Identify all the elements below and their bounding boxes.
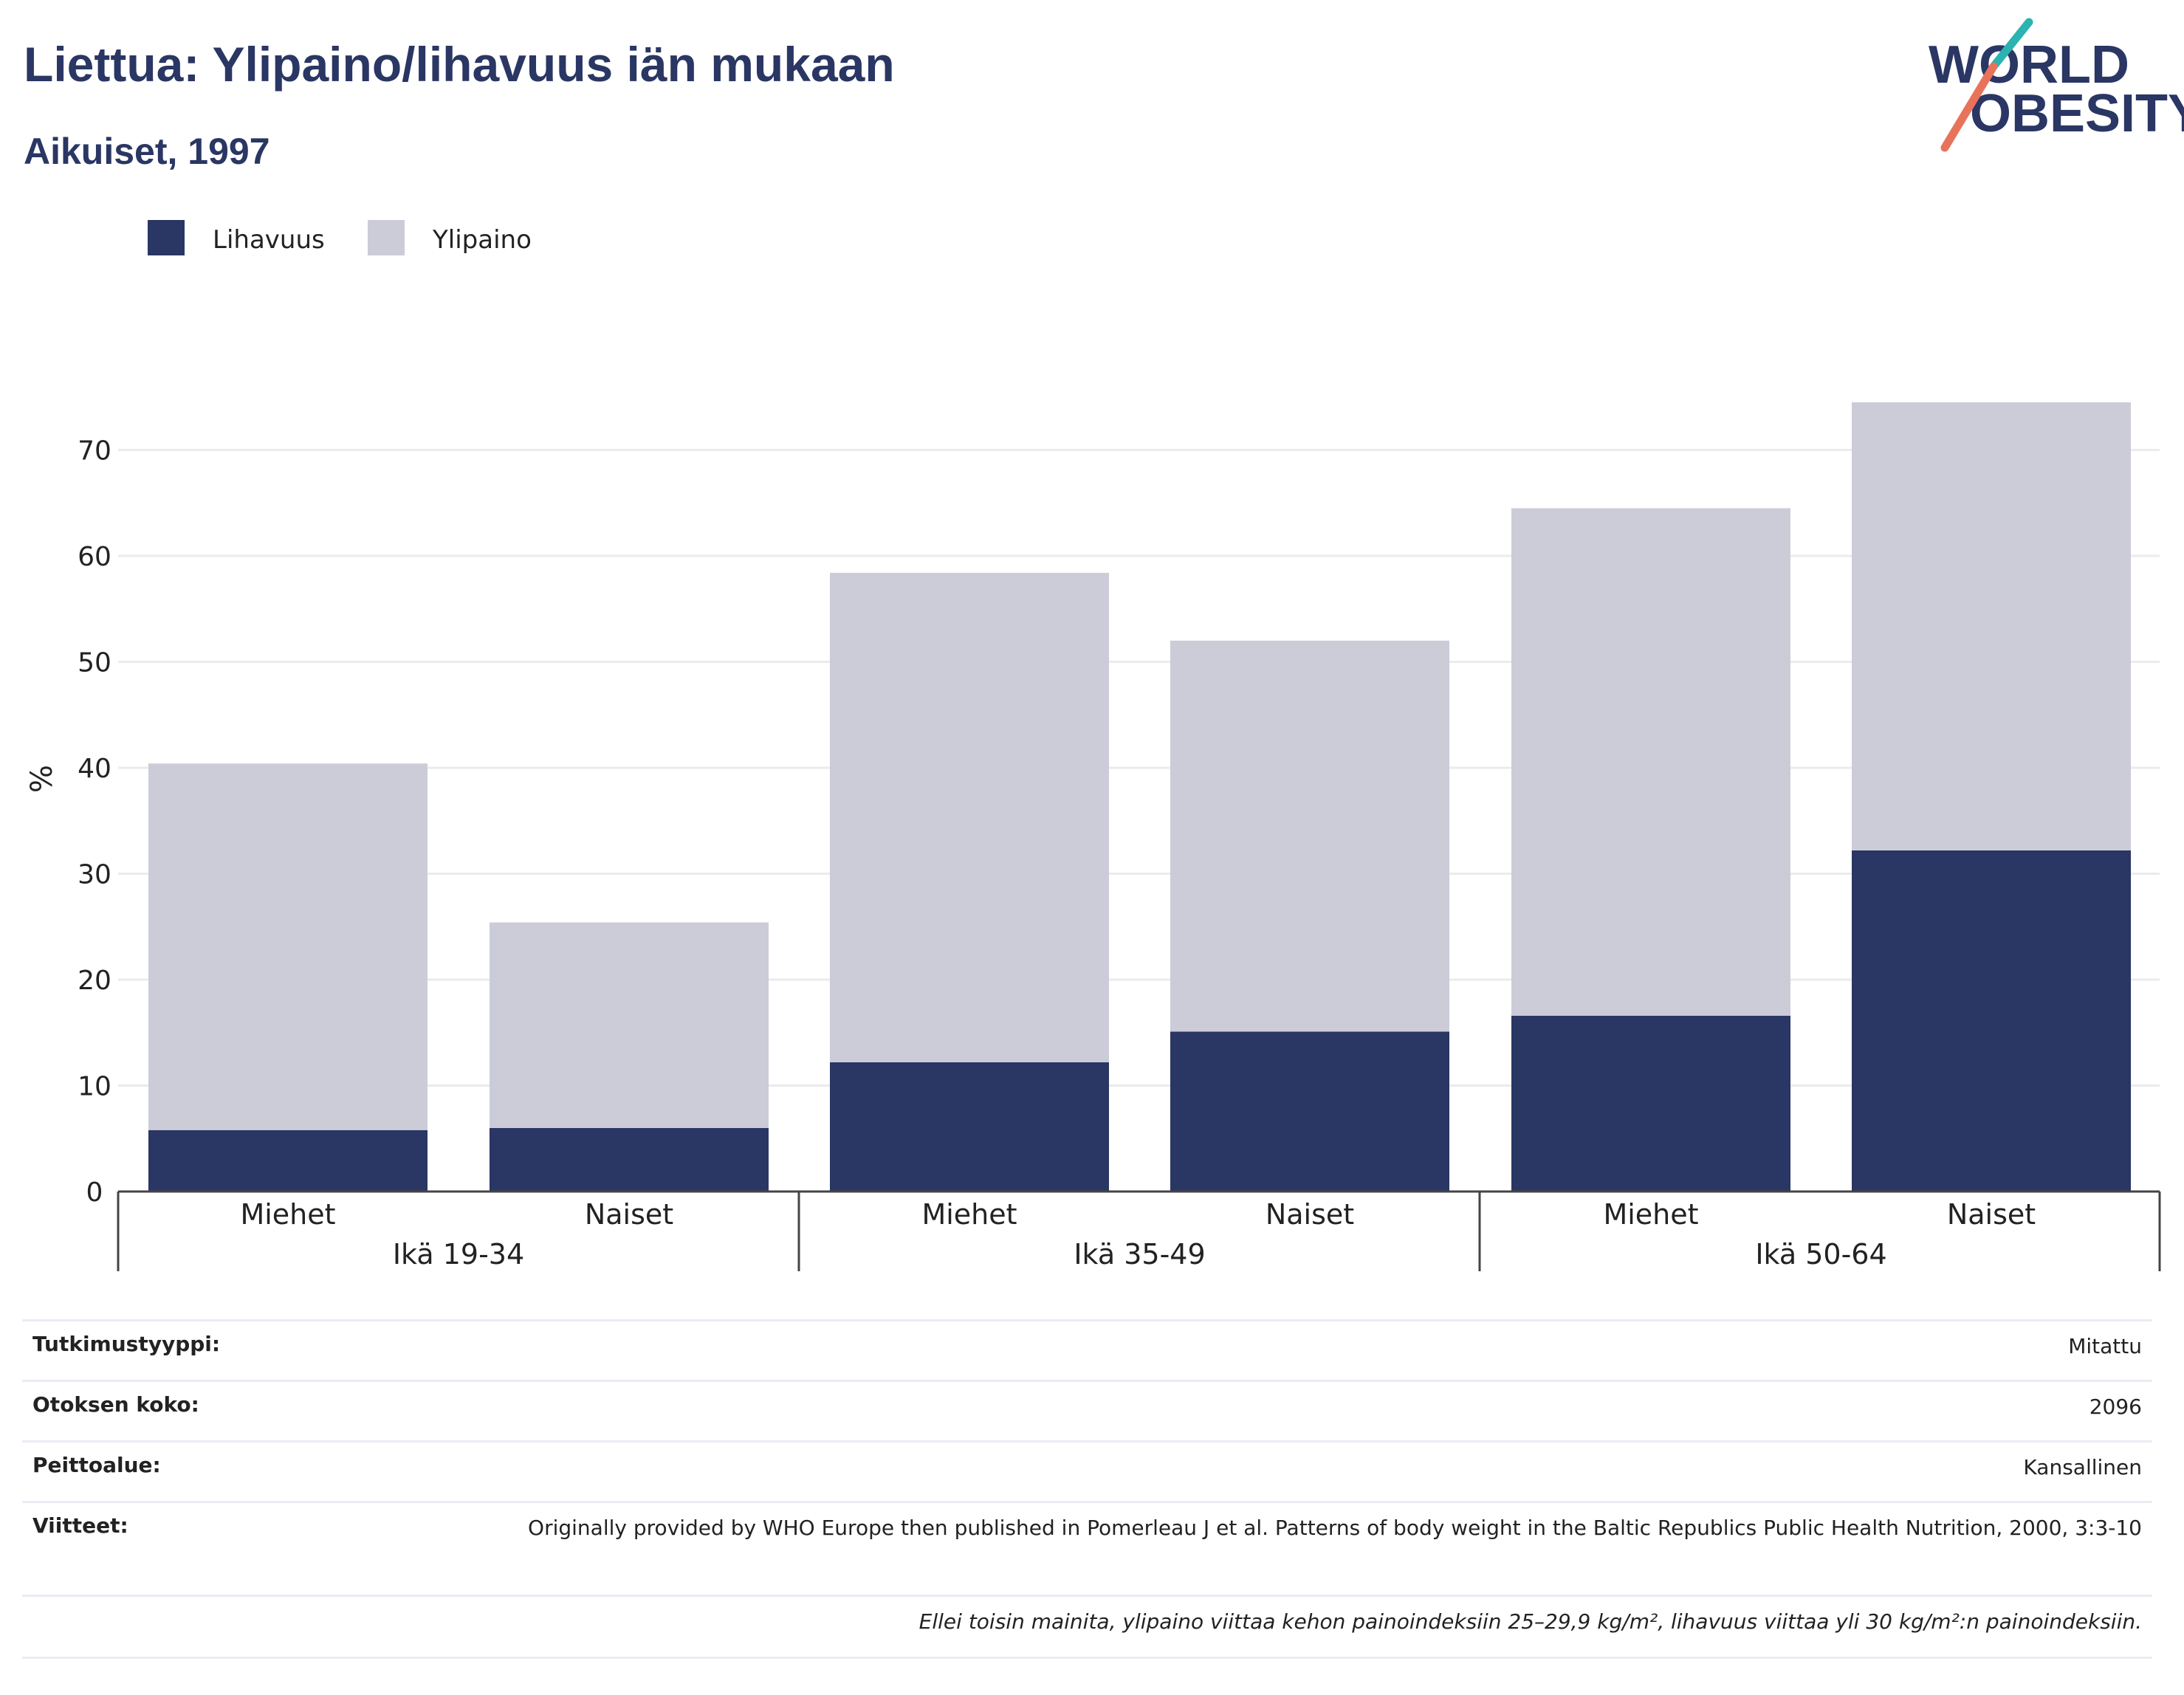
- group-label: Ikä 19-34: [393, 1238, 524, 1271]
- legend: Lihavuus Ylipaino: [148, 220, 532, 255]
- group-label: Ikä 50-64: [1755, 1238, 1886, 1271]
- chart: Liettua: Ylipaino/lihavuus iän mukaan Ai…: [24, 18, 2184, 1271]
- bar-obesity: [1170, 1031, 1449, 1192]
- x-tick-label: Miehet: [240, 1198, 335, 1231]
- group-label: Ikä 35-49: [1074, 1238, 1205, 1271]
- coverage-value: Kansallinen: [2023, 1455, 2142, 1479]
- bar-obesity: [490, 1127, 769, 1192]
- bar-obesity: [1852, 850, 2131, 1192]
- legend-swatch-overweight: [368, 220, 405, 255]
- coverage-row: Peittoalue: Kansallinen: [22, 1440, 2152, 1501]
- bars: [148, 402, 2131, 1192]
- y-tick-label: 60: [78, 542, 111, 572]
- sample-size-value: 2096: [2089, 1395, 2142, 1419]
- x-tick-label: Naiset: [1947, 1198, 2036, 1231]
- gridlines: [118, 449, 2160, 1087]
- sample-size-label: Otoksen koko:: [32, 1392, 199, 1417]
- bar-obesity: [830, 1062, 1109, 1192]
- study-type-value: Mitattu: [2068, 1334, 2142, 1358]
- bar-overweight: [490, 922, 769, 1128]
- bar-overweight: [830, 572, 1109, 1062]
- y-tick-label: 40: [78, 754, 111, 784]
- chart-title: Liettua: Ylipaino/lihavuus iän mukaan: [24, 37, 895, 92]
- legend-swatch-obesity: [148, 220, 185, 255]
- y-axis: 0 10 20 30 40 50 60 70: [78, 436, 111, 1208]
- logo-word-world: WORLD: [1929, 35, 2129, 94]
- chart-subtitle: Aikuiset, 1997: [24, 131, 270, 172]
- x-tick-label: Naiset: [1266, 1198, 1354, 1231]
- y-tick-label: 30: [78, 860, 111, 890]
- world-obesity-logo: WORLD OBESITY: [1929, 18, 2184, 152]
- bar-overweight: [1511, 508, 1790, 1016]
- x-tick-label: Miehet: [921, 1198, 1017, 1231]
- y-tick-label: 50: [78, 648, 111, 678]
- references-row: Viitteet: Originally provided by WHO Eur…: [22, 1501, 2152, 1595]
- y-tick-label: 70: [78, 436, 111, 467]
- bar-overweight: [1170, 640, 1449, 1032]
- y-tick-label: 0: [86, 1177, 103, 1208]
- y-axis-label: %: [25, 765, 59, 793]
- coverage-label: Peittoalue:: [32, 1453, 161, 1477]
- y-tick-label: 10: [78, 1072, 111, 1102]
- logo-slash-teal: [1989, 18, 2033, 71]
- x-tick-label: Naiset: [585, 1198, 673, 1231]
- bar-overweight: [1852, 402, 2131, 850]
- references-value: Originally provided by WHO Europe then p…: [528, 1516, 2142, 1540]
- legend-label-obesity: Lihavuus: [213, 225, 325, 255]
- y-tick-label: 20: [78, 966, 111, 996]
- x-tick-label: Miehet: [1603, 1198, 1698, 1231]
- legend-label-overweight: Ylipaino: [432, 225, 532, 255]
- definition-note-row: Ellei toisin mainita, ylipaino viittaa k…: [22, 1595, 2152, 1657]
- table-bottom-rule: [22, 1657, 2152, 1659]
- definition-note: Ellei toisin mainita, ylipaino viittaa k…: [918, 1609, 2142, 1634]
- metadata-table: Tutkimustyyppi: Mitattu Otoksen koko: 20…: [22, 1319, 2152, 1659]
- study-type-row: Tutkimustyyppi: Mitattu: [22, 1319, 2152, 1380]
- logo-word-obesity: OBESITY: [1970, 84, 2184, 143]
- sample-size-row: Otoksen koko: 2096: [22, 1380, 2152, 1440]
- bar-obesity: [148, 1130, 427, 1192]
- references-label: Viitteet:: [32, 1513, 128, 1538]
- x-axis: Miehet Naiset Miehet Naiset Miehet Naiset Ikä …: [117, 1190, 2161, 1271]
- bar-obesity: [1511, 1015, 1790, 1192]
- logo-slash-coral: [1940, 62, 1998, 152]
- bar-overweight: [148, 763, 427, 1130]
- study-type-label: Tutkimustyyppi:: [32, 1332, 221, 1356]
